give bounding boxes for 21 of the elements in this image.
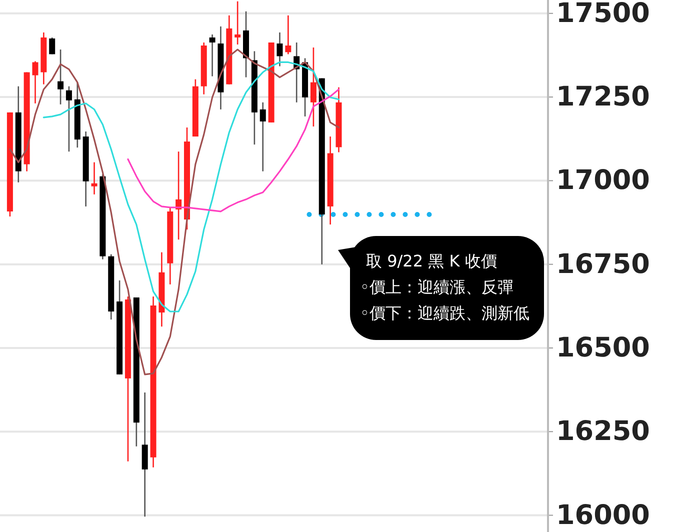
y-tick-label: 17000 bbox=[556, 165, 650, 196]
y-tick-label: 16250 bbox=[556, 416, 650, 448]
candlestick bbox=[285, 14, 292, 55]
candlestick bbox=[58, 48, 64, 106]
candlestick bbox=[209, 34, 216, 77]
line-series bbox=[9, 48, 340, 376]
line-series bbox=[127, 88, 340, 212]
candlestick bbox=[310, 46, 316, 128]
y-tick-label: 16500 bbox=[556, 332, 650, 364]
y-tick-label: 17500 bbox=[556, 0, 650, 29]
text: 取 9/22 黑 K 收價 ◦價上：迎續漲、反彈 ◦價下：迎續跌、測新低 bbox=[360, 252, 530, 322]
y-tick-label: 16000 bbox=[556, 500, 650, 531]
candlestick bbox=[91, 162, 98, 196]
candlestick bbox=[276, 32, 283, 67]
candlestick bbox=[66, 86, 72, 152]
y-tick-label: 17250 bbox=[556, 82, 650, 113]
candlestick bbox=[49, 36, 56, 55]
y-tick-label: 16750 bbox=[556, 248, 650, 280]
candlestick bbox=[260, 102, 266, 172]
candlestick bbox=[32, 60, 38, 104]
candlestick bbox=[234, 0, 241, 46]
